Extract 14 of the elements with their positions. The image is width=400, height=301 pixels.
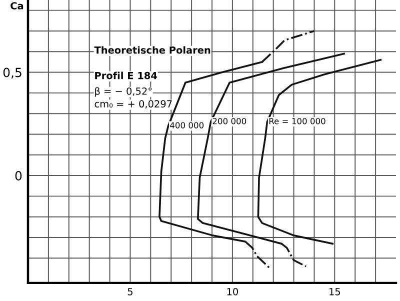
x-tick-label: 10 [227, 288, 238, 296]
y-tick-label: 0,5 [3, 68, 22, 78]
y-tick-label: 0 [15, 171, 22, 180]
annotation: Re = 100 000 [269, 118, 326, 124]
annotation: cm₀ = + 0,0297 [94, 100, 172, 108]
annotation: Profil E 184 [95, 72, 157, 80]
y-axis-title: Ca [10, 2, 24, 10]
annotation: Theoretische Polaren [94, 46, 210, 54]
x-tick-label: 15 [330, 288, 340, 296]
annotation: 200 000 [212, 118, 246, 124]
line-series [257, 58, 382, 245]
annotation: β = − 0,52° [95, 87, 152, 97]
annotation: 400 000 [170, 122, 204, 128]
x-tick-label: 5 [128, 288, 132, 296]
